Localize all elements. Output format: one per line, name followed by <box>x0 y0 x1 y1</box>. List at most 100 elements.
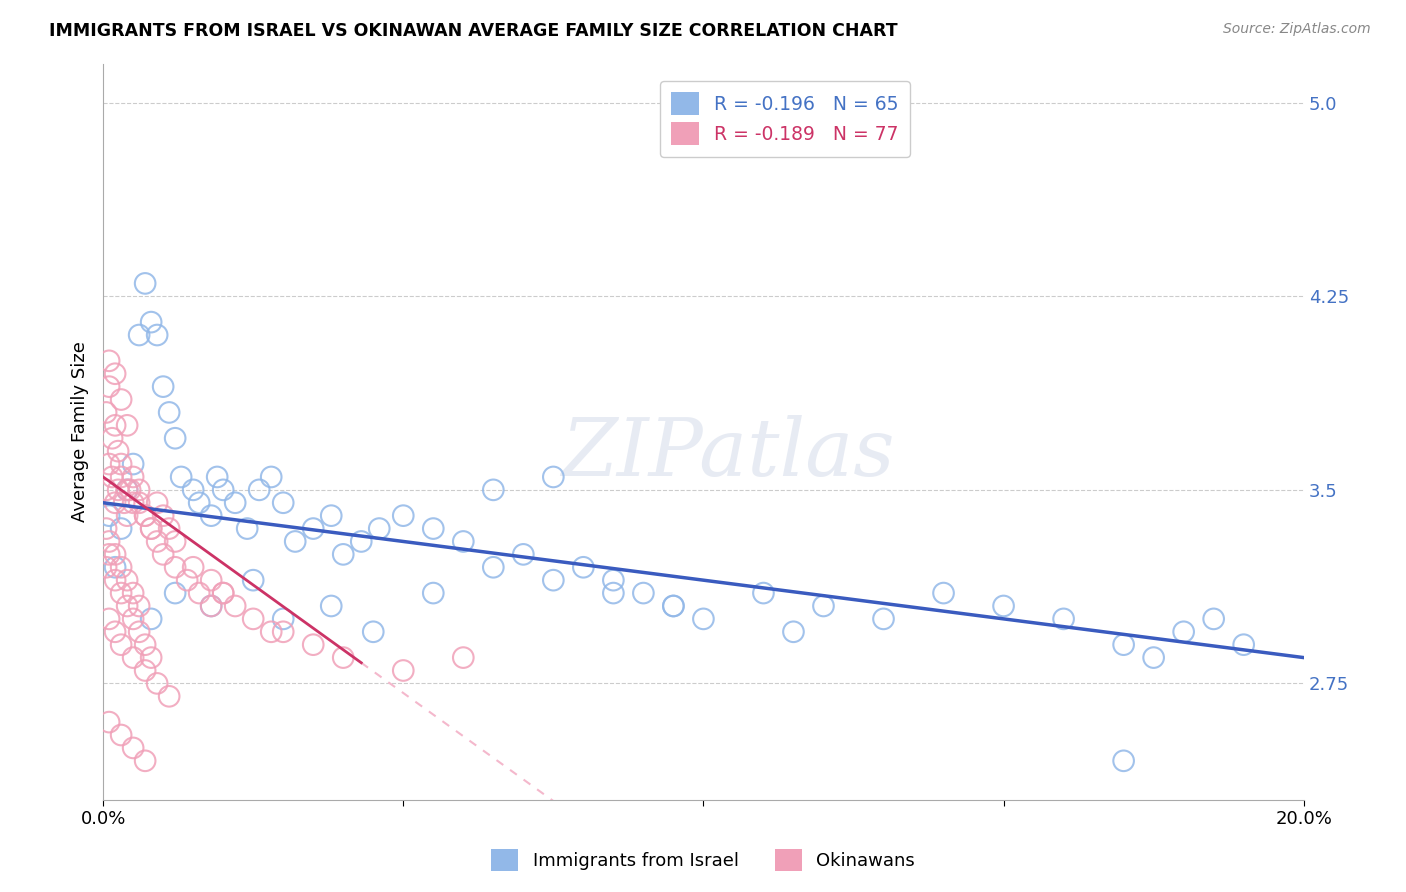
Point <box>98 612 121 626</box>
Point <box>872 612 894 626</box>
Point <box>165 560 187 574</box>
Point <box>157 690 180 704</box>
Point <box>146 496 169 510</box>
Point <box>813 599 835 613</box>
Point <box>392 664 415 678</box>
Point <box>422 522 444 536</box>
Point <box>98 547 121 561</box>
Point <box>200 508 222 523</box>
Point <box>170 470 193 484</box>
Point <box>205 470 228 484</box>
Point <box>128 624 150 639</box>
Point <box>782 624 804 639</box>
Point <box>188 586 211 600</box>
Point <box>321 599 343 613</box>
Point <box>120 483 142 497</box>
Text: IMMIGRANTS FROM ISRAEL VS OKINAWAN AVERAGE FAMILY SIZE CORRELATION CHART: IMMIGRANTS FROM ISRAEL VS OKINAWAN AVERA… <box>49 22 898 40</box>
Point <box>134 664 156 678</box>
Point <box>110 470 132 484</box>
Point <box>453 534 475 549</box>
Point <box>134 508 156 523</box>
Point <box>1112 638 1135 652</box>
Point <box>350 534 373 549</box>
Point <box>662 599 685 613</box>
Point <box>141 522 163 536</box>
Point <box>98 379 121 393</box>
Y-axis label: Average Family Size: Average Family Size <box>72 342 89 522</box>
Point <box>141 522 163 536</box>
Point <box>141 612 163 626</box>
Point <box>128 328 150 343</box>
Point <box>101 470 124 484</box>
Point <box>361 624 384 639</box>
Text: ZIPatlas: ZIPatlas <box>561 415 894 492</box>
Point <box>122 496 145 510</box>
Point <box>1202 612 1225 626</box>
Point <box>152 508 174 523</box>
Point <box>993 599 1015 613</box>
Point <box>181 560 204 574</box>
Point <box>94 405 117 419</box>
Point <box>212 586 235 600</box>
Point <box>633 586 655 600</box>
Point <box>146 534 169 549</box>
Point <box>104 496 127 510</box>
Point <box>157 522 180 536</box>
Point <box>115 599 138 613</box>
Point <box>98 457 121 471</box>
Point <box>141 650 163 665</box>
Point <box>110 392 132 407</box>
Point <box>152 547 174 561</box>
Point <box>200 573 222 587</box>
Point <box>107 483 129 497</box>
Point <box>512 547 534 561</box>
Point <box>392 508 415 523</box>
Point <box>242 573 264 587</box>
Point <box>104 547 127 561</box>
Point <box>260 624 283 639</box>
Point <box>176 573 198 587</box>
Point <box>224 496 246 510</box>
Point <box>104 418 127 433</box>
Point <box>602 586 624 600</box>
Point <box>104 367 127 381</box>
Point <box>112 496 135 510</box>
Point <box>332 650 354 665</box>
Point <box>1112 754 1135 768</box>
Point <box>181 483 204 497</box>
Point <box>110 457 132 471</box>
Point <box>662 599 685 613</box>
Point <box>247 483 270 497</box>
Legend: Immigrants from Israel, Okinawans: Immigrants from Israel, Okinawans <box>484 842 922 879</box>
Point <box>302 638 325 652</box>
Point <box>122 586 145 600</box>
Point <box>110 728 132 742</box>
Point <box>482 560 505 574</box>
Point <box>152 379 174 393</box>
Point <box>128 599 150 613</box>
Point <box>115 573 138 587</box>
Point <box>122 612 145 626</box>
Point <box>98 715 121 730</box>
Point <box>165 586 187 600</box>
Point <box>107 444 129 458</box>
Point <box>752 586 775 600</box>
Point <box>242 612 264 626</box>
Point <box>543 470 565 484</box>
Point <box>543 573 565 587</box>
Point <box>115 508 138 523</box>
Point <box>122 457 145 471</box>
Point <box>146 676 169 690</box>
Point <box>165 534 187 549</box>
Point <box>104 573 127 587</box>
Point <box>271 612 294 626</box>
Point <box>110 586 132 600</box>
Point <box>165 431 187 445</box>
Point <box>332 547 354 561</box>
Point <box>368 522 391 536</box>
Point <box>94 522 117 536</box>
Point <box>98 534 121 549</box>
Point <box>122 740 145 755</box>
Point <box>115 418 138 433</box>
Point <box>602 573 624 587</box>
